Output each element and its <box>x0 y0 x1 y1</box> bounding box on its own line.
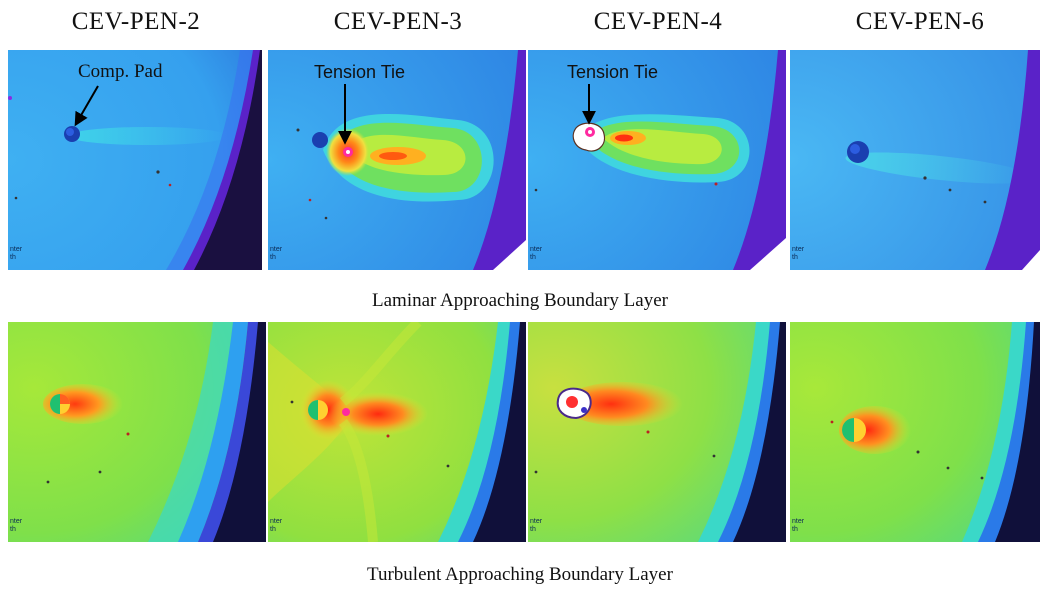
turbulent-image-cev-pen-4: nter th <box>528 322 786 542</box>
laminar-image-cev-pen-6: nter th <box>790 50 1040 270</box>
panel-fragment-text: nter th <box>792 246 805 261</box>
callout-tension-tie-pen-4: Tension Tie <box>567 62 659 82</box>
laminar-image-cev-pen-3: nter th <box>268 50 526 270</box>
column-title-cev-pen-6: CEV-PEN-6 <box>855 8 985 35</box>
laminar-image-cev-pen-2: nter th <box>8 50 266 270</box>
laminar-image-cev-pen-4: nter th <box>528 50 786 270</box>
column-title-cev-pen-3: CEV-PEN-3 <box>333 8 463 35</box>
column-title-cev-pen-4: CEV-PEN-4 <box>593 8 723 35</box>
panel-fragment-text: nter th <box>10 518 23 533</box>
column-title-cev-pen-2: CEV-PEN-2 <box>71 8 201 35</box>
turbulent-image-cev-pen-2: nter th <box>8 322 266 542</box>
panel-fragment-text: nter th <box>792 518 805 533</box>
panel-fragment-text: nter th <box>530 246 543 261</box>
callout-comp-pad: Comp. Pad <box>78 61 163 82</box>
panel-fragment-text: nter th <box>10 246 23 261</box>
panel-fragment-text: nter th <box>530 518 543 533</box>
turbulent-image-cev-pen-6: nter th <box>790 322 1040 542</box>
callout-tension-tie-pen-3: Tension Tie <box>314 62 406 82</box>
panel-fragment-text: nter th <box>270 518 283 533</box>
panel-fragment-text: nter th <box>270 246 283 261</box>
caption-turbulent: Turbulent Approaching Boundary Layer <box>367 564 673 585</box>
caption-laminar: Laminar Approaching Boundary Layer <box>372 290 668 311</box>
turbulent-image-cev-pen-3: nter th <box>268 322 526 542</box>
